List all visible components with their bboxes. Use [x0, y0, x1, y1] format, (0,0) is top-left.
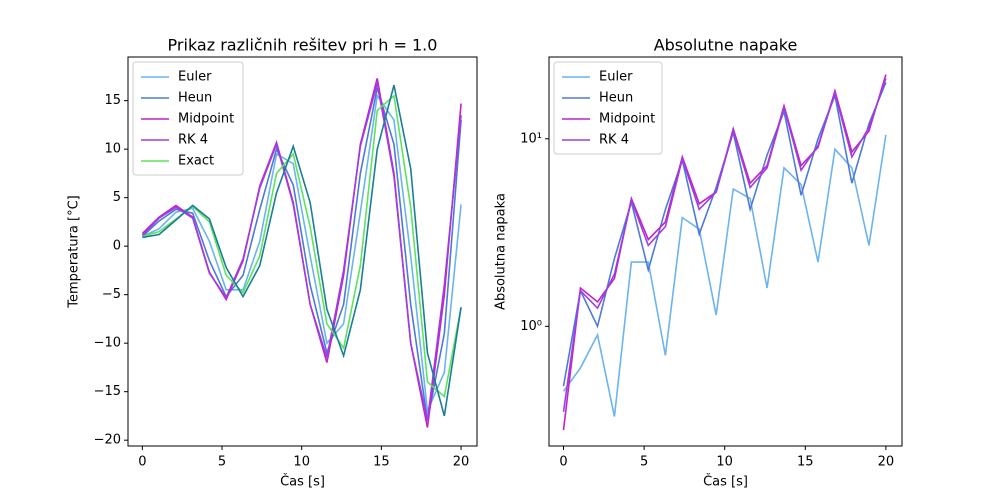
legend-label: Midpoint — [599, 112, 655, 127]
series-line — [141, 82, 462, 421]
chart-title: Absolutne napake — [654, 36, 798, 55]
series-line — [142, 94, 462, 399]
y-tick-label: 0 — [113, 239, 121, 254]
y-tick-label: −15 — [94, 384, 121, 399]
y-tick-label: 10⁰ — [520, 319, 542, 334]
legend-label: Heun — [599, 91, 633, 106]
x-tick-label: 5 — [640, 455, 648, 470]
x-tick-label: 10 — [293, 455, 310, 470]
legend-label: RK 4 — [178, 133, 208, 148]
legend-label: Euler — [178, 70, 212, 85]
x-tick-label: 20 — [878, 455, 895, 470]
legend-label: Exact — [178, 154, 214, 169]
x-tick-label: 5 — [218, 455, 226, 470]
series-line — [141, 87, 462, 421]
x-tick-label: 0 — [559, 455, 567, 470]
legend-label: Midpoint — [178, 112, 234, 127]
series-line — [142, 84, 462, 417]
x-axis-label: Čas [s] — [280, 474, 325, 490]
y-axis-label: Temperatura [°C] — [67, 195, 82, 308]
subplot: Prikaz različnih rešitev pri h = 1.0 Čas … — [67, 36, 478, 490]
lines — [141, 78, 462, 428]
x-tick-label: 15 — [373, 455, 390, 470]
legend-box — [553, 61, 663, 155]
legend-label: Euler — [599, 70, 633, 85]
series-line — [142, 93, 462, 415]
y-tick-label: 10¹ — [520, 131, 542, 146]
x-tick-label: 10 — [716, 455, 733, 470]
x-tick-label: 15 — [797, 455, 814, 470]
x-axis-label: Čas [s] — [703, 474, 748, 490]
y-tick-label: −5 — [102, 287, 121, 302]
lines — [562, 74, 887, 431]
chart-title: Prikaz različnih rešitev pri h = 1.0 — [168, 36, 438, 55]
x-tick-label: 20 — [453, 455, 470, 470]
y-axis-label: Absolutna napaka — [494, 193, 509, 310]
legend-box — [132, 61, 244, 176]
subplot: Absolutne napake Čas [s] Absolutna napaka 0… — [494, 36, 903, 490]
y-tick-label: 5 — [113, 190, 121, 205]
y-tick-label: −10 — [94, 336, 121, 351]
axes-frame — [127, 56, 478, 447]
y-tick-label: −20 — [94, 433, 121, 448]
y-tick-label: 10 — [104, 142, 121, 157]
legend-label: RK 4 — [599, 133, 629, 148]
x-tick-label: 0 — [138, 455, 146, 470]
legend-label: Heun — [178, 91, 212, 106]
series-line — [562, 134, 887, 417]
y-tick-label: 15 — [104, 93, 121, 108]
series-line — [562, 78, 887, 412]
axes-frame — [548, 56, 903, 447]
